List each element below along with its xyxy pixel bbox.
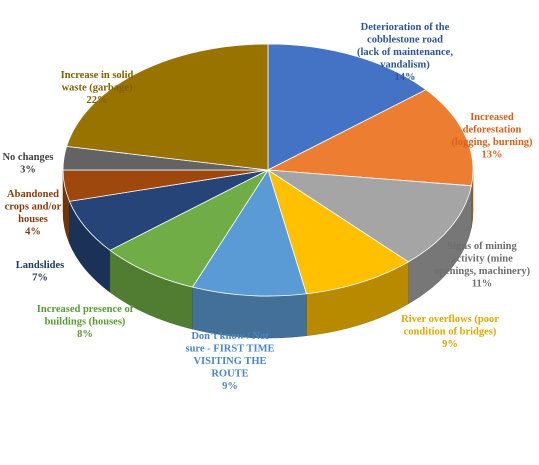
pie-label-line: VISITING THE (193, 356, 266, 367)
pie-label-line: (lack of maintenance, (357, 47, 453, 58)
pie-label-increase-in-solid-waste-garbage: Increase in solid waste (garbage) 22% (61, 70, 134, 106)
pie-label-line: sure - FIRST TIME (186, 344, 275, 355)
pie-slice-increased-deforestation-logging-burning (266, 89, 474, 187)
pie-label-percent: 13% (482, 150, 503, 161)
pie-label-landslides: Landslides 7% (16, 260, 64, 284)
pie-label-line: Increased (470, 112, 514, 123)
pie-label-don-t-know-not-sure-first-time-visiting-the-route: Don’t know / Not sure - FIRST TIME VISITIN… (186, 331, 275, 392)
pie-label-increased-presence-of-buildings-houses: Increased presence of buildings (houses) 8… (37, 304, 134, 340)
pie-label-river-overflows-poor-condition-of-bridges: River overflows (poor condition of bridge… (401, 314, 499, 350)
pie-label-line: Don’t know / Not (191, 331, 269, 342)
pie-label-line: condition of bridges) (404, 327, 497, 338)
pie-label-line: houses (18, 214, 48, 225)
pie-label-line: River overflows (poor (401, 314, 499, 325)
pie-label-line: deforestation (463, 125, 522, 136)
pie-slice-river-overflows-poor-condition-of-bridges (267, 169, 410, 295)
pie-label-line: No changes (2, 152, 53, 163)
pie-label-line: openings, machinery) (434, 266, 531, 277)
pie-slice-deterioration-of-the-cobblestone-road-lack-of-maintenance-vandalism (267, 43, 427, 171)
pie-label-no-changes: No changes 3% (2, 152, 53, 176)
pie-label-percent: 22% (87, 95, 108, 106)
pie-label-percent: 3% (20, 165, 36, 176)
pie-slices (62, 43, 474, 297)
pie-label-line: waste (garbage) (62, 83, 133, 94)
pie-label-line: Increased presence of (37, 304, 134, 315)
pie-label-signs-of-mining-activity-mine-openings-machinery: Signs of mining activity (mine openings, m… (434, 241, 531, 290)
pie-label-percent: 9% (442, 339, 458, 350)
pie-label-increased-deforestation-logging-burning: Increased deforestation (logging, burning)… (451, 112, 533, 161)
pie-label-deterioration-of-the-cobblestone-road-lack-of-maintenance-vandalism: Deterioration of the cobblestone road (lac… (357, 22, 453, 83)
pie-label-percent: 9% (222, 381, 238, 392)
pie-label-percent: 7% (32, 273, 48, 284)
pie-label-percent: 11% (472, 279, 492, 290)
pie-label-line: Signs of mining (447, 241, 517, 252)
pie-label-line: vandalism) (380, 60, 430, 71)
pie-label-percent: 8% (77, 329, 93, 340)
pie-slice-signs-of-mining-activity-mine-openings-machinery (267, 169, 472, 263)
pie-label-line: crops and/or (5, 202, 62, 213)
pie-label-line: activity (mine (451, 254, 513, 265)
pie-label-line: Abandoned (7, 189, 59, 200)
pie-slice-don-t-know-not-sure-first-time-visiting-the-route (191, 169, 307, 297)
pie-label-line: Landslides (16, 260, 64, 271)
pie-label-abandoned-crops-and-or-houses: Abandoned crops and/or houses 4% (5, 189, 62, 238)
pie-label-line: Deterioration of the (361, 22, 450, 33)
pie-label-line: Increase in solid (61, 70, 134, 81)
pie-label-percent: 4% (25, 227, 41, 238)
pie-labels: Deterioration of the cobblestone road (lac… (2, 22, 533, 392)
pie-label-line: ROUTE (211, 369, 248, 380)
pie-label-line: buildings (houses) (45, 317, 126, 328)
pie-label-line: (logging, burning) (451, 137, 533, 148)
pie-3d-sides (62, 169, 474, 339)
pie-slice-increased-presence-of-buildings-houses (109, 168, 270, 288)
pie-label-percent: 14% (395, 72, 416, 83)
pie-label-line: cobblestone road (367, 35, 443, 46)
pie-slice-increase-in-solid-waste-garbage (66, 43, 269, 171)
